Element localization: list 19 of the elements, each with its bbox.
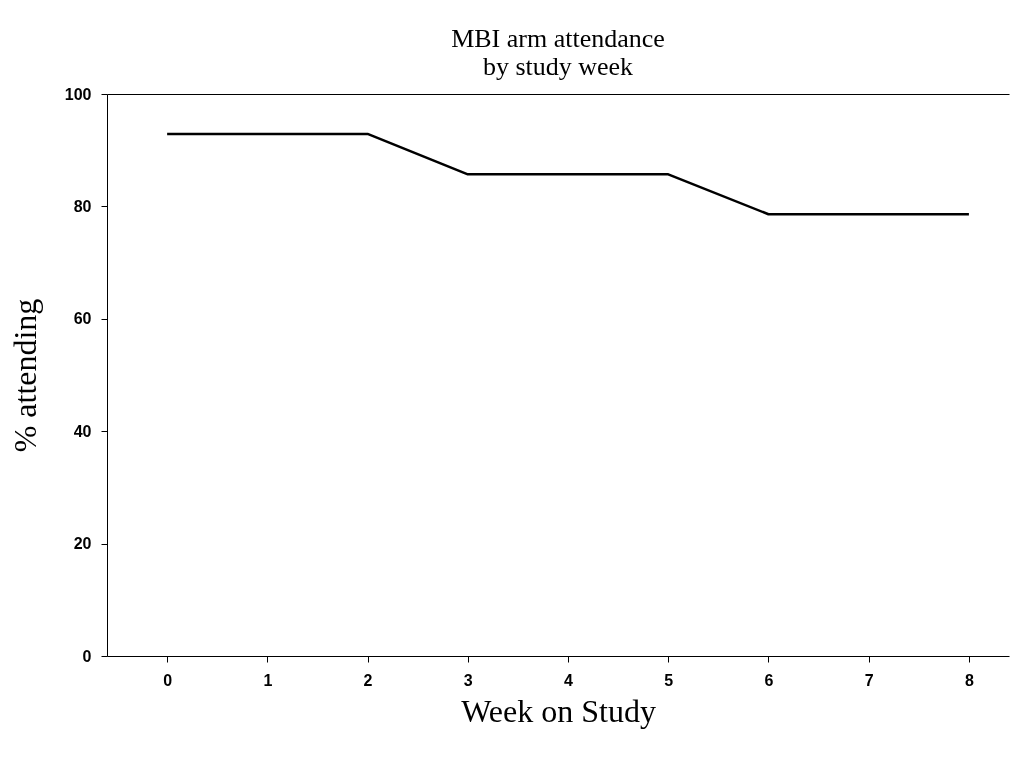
y-axis-title: % attending [6,298,43,453]
y-tick-label: 0 [82,647,92,665]
x-tick-label: 2 [363,671,373,689]
y-tick-label: 60 [73,310,92,328]
x-axis-title: Week on Study [461,692,656,729]
x-tick-label: 5 [664,671,674,689]
x-tick-label: 0 [163,671,173,689]
x-tick-label: 8 [964,671,974,689]
x-tick-label: 3 [463,671,473,689]
y-tick-label: 80 [73,197,92,215]
x-tick-label: 4 [564,671,574,689]
x-tick-label: 6 [764,671,774,689]
x-tick-label: 7 [864,671,874,689]
text: by study week [482,52,634,81]
text: MBI arm attendance [451,24,665,53]
y-tick-label: 20 [73,535,92,553]
x-tick-label: 1 [263,671,273,689]
y-tick-label: 40 [73,422,92,440]
y-tick-label: 100 [64,85,92,103]
